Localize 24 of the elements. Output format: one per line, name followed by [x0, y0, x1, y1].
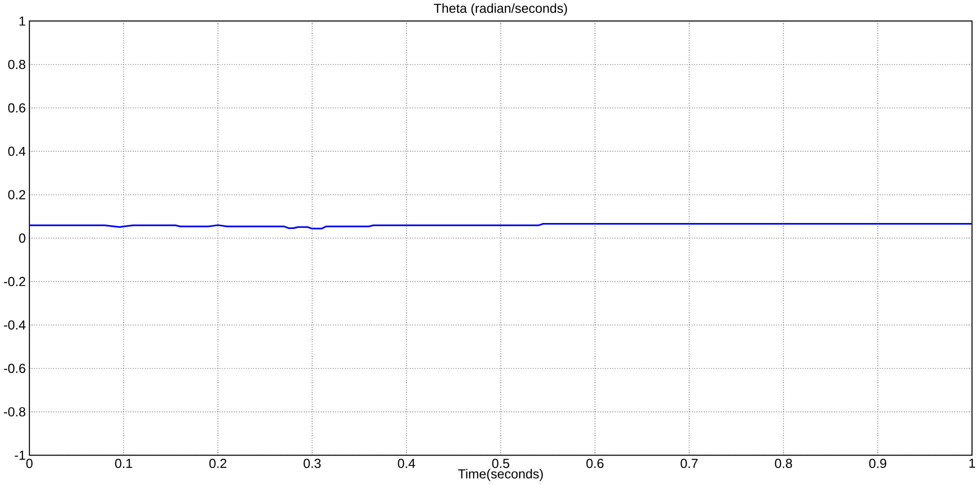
y-tick-label: -0.8	[4, 407, 26, 416]
chart-title: Theta (radian/seconds)	[434, 3, 567, 16]
y-tick-label: 0.2	[8, 190, 26, 200]
x-tick-label: 0.7	[680, 458, 698, 468]
y-tick-label: 0	[19, 233, 26, 243]
y-tick-label: -0.4	[4, 320, 26, 330]
x-tick-label: 0.1	[115, 458, 132, 468]
x-tick-label: 0.2	[209, 458, 226, 468]
x-tick-label: 1	[969, 458, 976, 468]
y-tick-label: -1	[14, 450, 26, 460]
x-tick-label: 0.9	[869, 458, 886, 468]
x-tick-label: 0.3	[304, 458, 321, 468]
x-tick-label: 0.6	[586, 458, 604, 468]
y-tick-label: 0.6	[8, 103, 26, 112]
y-tick-label: -0.2	[4, 276, 26, 286]
x-tick-label: 0.4	[398, 458, 416, 468]
x-tick-label: 0.5	[492, 458, 510, 468]
y-tick-label: 0.4	[8, 146, 26, 156]
y-tick-label: 1	[20, 16, 26, 26]
y-tick-label: 0.8	[8, 60, 26, 69]
x-tick-label: 0	[26, 458, 33, 468]
y-tick-label: -0.6	[4, 364, 26, 373]
x-tick-label: 0.8	[774, 458, 792, 468]
x-axis-title: Time(seconds)	[458, 468, 543, 481]
